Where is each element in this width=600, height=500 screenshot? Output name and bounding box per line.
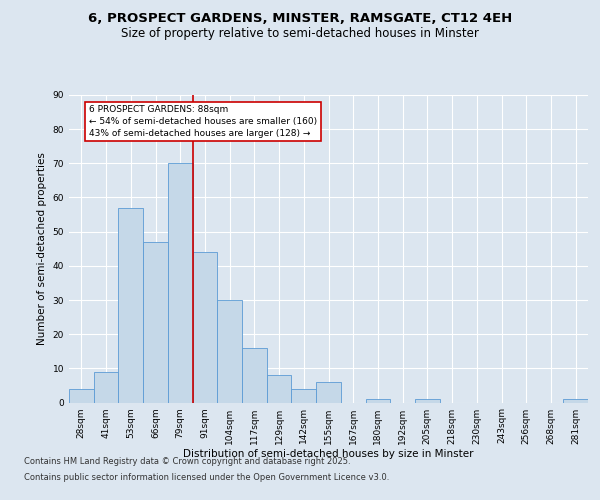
Bar (69, 389, 94, 402)
Bar (118, 208, 143, 402)
Bar (94, 372, 118, 402)
Bar (267, 375, 292, 402)
Bar (193, 252, 217, 402)
Text: Size of property relative to semi-detached houses in Minster: Size of property relative to semi-detach… (121, 28, 479, 40)
Bar (217, 300, 242, 402)
Text: 6 PROSPECT GARDENS: 88sqm
← 54% of semi-detached houses are smaller (160)
43% of: 6 PROSPECT GARDENS: 88sqm ← 54% of semi-… (89, 106, 317, 138)
Bar (143, 242, 168, 402)
Bar (563, 399, 588, 402)
Bar (415, 399, 440, 402)
Text: Contains public sector information licensed under the Open Government Licence v3: Contains public sector information licen… (24, 472, 389, 482)
Y-axis label: Number of semi-detached properties: Number of semi-detached properties (37, 152, 47, 345)
Bar (168, 164, 193, 402)
Bar (242, 348, 267, 403)
Text: Contains HM Land Registry data © Crown copyright and database right 2025.: Contains HM Land Registry data © Crown c… (24, 458, 350, 466)
Bar (292, 389, 316, 402)
X-axis label: Distribution of semi-detached houses by size in Minster: Distribution of semi-detached houses by … (183, 450, 474, 460)
Bar (365, 399, 390, 402)
Text: 6, PROSPECT GARDENS, MINSTER, RAMSGATE, CT12 4EH: 6, PROSPECT GARDENS, MINSTER, RAMSGATE, … (88, 12, 512, 26)
Bar (316, 382, 341, 402)
